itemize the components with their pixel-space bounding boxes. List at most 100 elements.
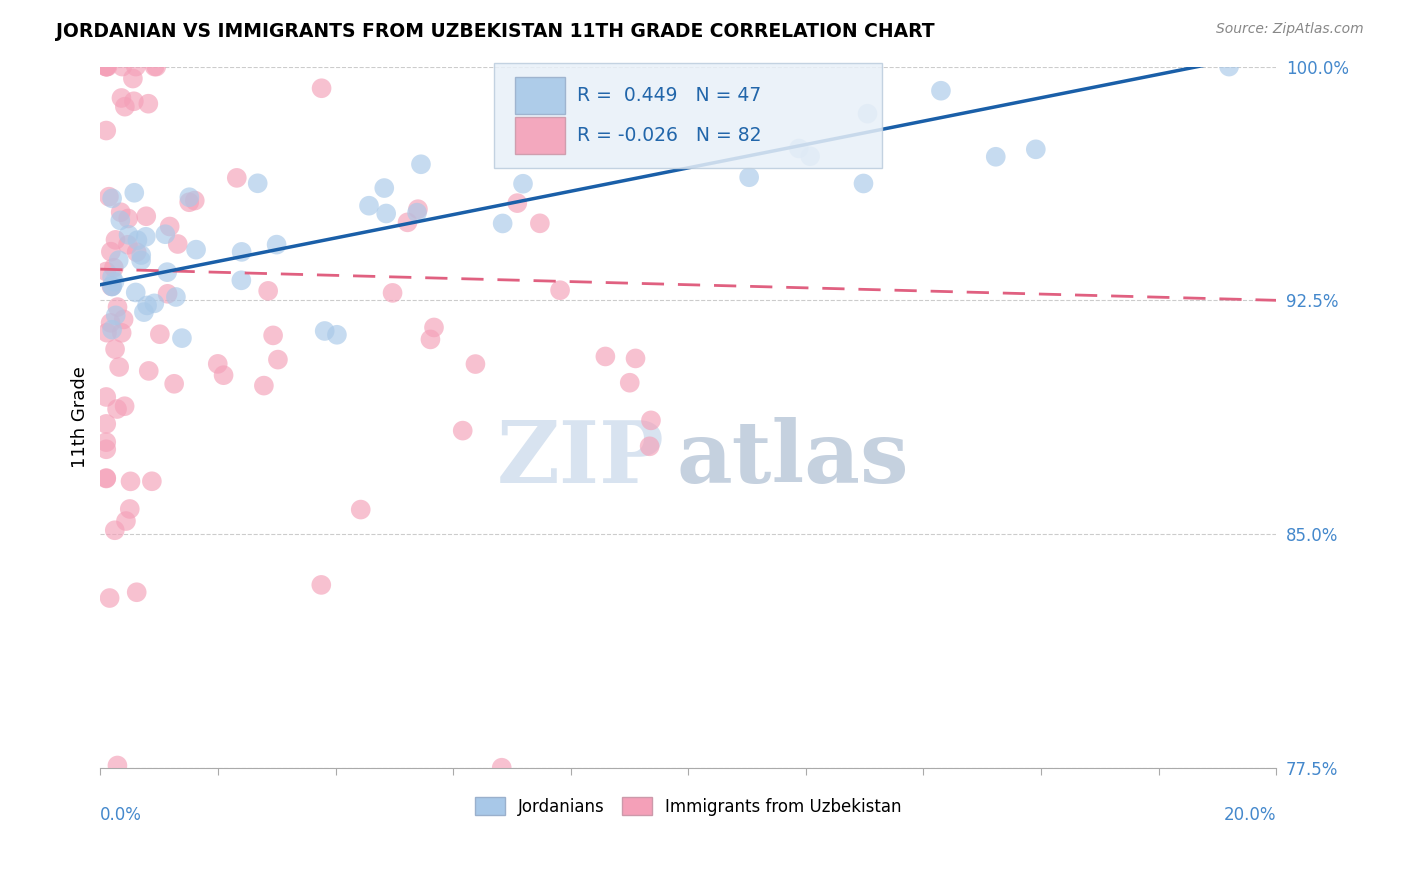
Point [125, 60, 148, 74]
Point [129, 248, 152, 262]
Point [326, 327, 349, 342]
Point [141, 475, 163, 489]
Point [253, 378, 276, 392]
Point [129, 253, 152, 268]
Point [143, 296, 166, 310]
Point [246, 176, 269, 190]
Point [96, 390, 118, 404]
Point [165, 290, 187, 304]
Point [107, 758, 129, 772]
Point [145, 60, 167, 74]
Point [179, 195, 201, 210]
Point [529, 216, 551, 230]
Point [423, 320, 446, 334]
Text: R = -0.026   N = 82: R = -0.026 N = 82 [576, 126, 761, 145]
Text: Source: ZipAtlas.com: Source: ZipAtlas.com [1216, 22, 1364, 37]
Point [787, 141, 810, 155]
Point [138, 364, 160, 378]
Point [103, 260, 125, 275]
Y-axis label: 11th Grade: 11th Grade [72, 367, 89, 468]
Point [640, 413, 662, 427]
Point [110, 91, 132, 105]
Point [120, 475, 142, 489]
Point [114, 100, 136, 114]
Point [96, 326, 118, 340]
Point [117, 227, 139, 242]
Point [96, 60, 118, 74]
Point [262, 328, 284, 343]
Text: 20.0%: 20.0% [1223, 806, 1277, 824]
Point [595, 350, 617, 364]
Point [117, 211, 139, 226]
Point [149, 327, 172, 342]
Point [96, 435, 118, 450]
Point [118, 502, 141, 516]
Point [506, 196, 529, 211]
Point [231, 273, 253, 287]
Point [406, 205, 429, 219]
Point [179, 190, 201, 204]
Point [1218, 60, 1240, 74]
Point [104, 523, 127, 537]
Point [96, 417, 118, 431]
Point [314, 324, 336, 338]
Point [104, 233, 127, 247]
Point [212, 368, 235, 383]
Point [184, 243, 207, 257]
Point [107, 253, 129, 268]
Point [512, 177, 534, 191]
Point [96, 264, 118, 278]
Point [101, 269, 124, 284]
Point [96, 60, 118, 74]
FancyBboxPatch shape [516, 77, 565, 113]
Point [419, 332, 441, 346]
Point [852, 177, 875, 191]
Point [738, 170, 761, 185]
Text: atlas: atlas [676, 417, 908, 501]
Text: 0.0%: 0.0% [100, 806, 142, 824]
Point [166, 237, 188, 252]
Point [132, 305, 155, 319]
Point [96, 471, 118, 485]
Point [143, 60, 166, 74]
Point [156, 286, 179, 301]
Point [122, 186, 145, 200]
Point [548, 283, 571, 297]
Point [117, 237, 139, 252]
Point [159, 219, 181, 234]
Point [619, 376, 641, 390]
FancyBboxPatch shape [495, 63, 882, 169]
Point [115, 514, 138, 528]
Point [96, 60, 118, 74]
Point [406, 202, 429, 216]
Point [96, 442, 118, 457]
Point [107, 300, 129, 314]
Point [624, 351, 647, 366]
Point [97, 189, 120, 203]
Point [311, 578, 333, 592]
Point [396, 215, 419, 229]
Point [357, 199, 380, 213]
Text: ZIP: ZIP [496, 417, 665, 501]
Point [492, 217, 515, 231]
Point [101, 191, 124, 205]
Legend: Jordanians, Immigrants from Uzbekistan: Jordanians, Immigrants from Uzbekistan [468, 790, 908, 822]
Point [163, 376, 186, 391]
Point [409, 157, 432, 171]
Point [104, 309, 127, 323]
Point [122, 95, 145, 109]
Point [381, 285, 404, 300]
Point [96, 60, 118, 74]
Point [100, 279, 122, 293]
Point [122, 71, 145, 86]
Point [375, 206, 398, 220]
Point [103, 275, 125, 289]
Point [464, 357, 486, 371]
Point [101, 279, 124, 293]
Point [135, 209, 157, 223]
Point [111, 326, 134, 340]
FancyBboxPatch shape [516, 117, 565, 153]
Point [136, 298, 159, 312]
Point [105, 402, 128, 417]
Point [96, 471, 118, 485]
